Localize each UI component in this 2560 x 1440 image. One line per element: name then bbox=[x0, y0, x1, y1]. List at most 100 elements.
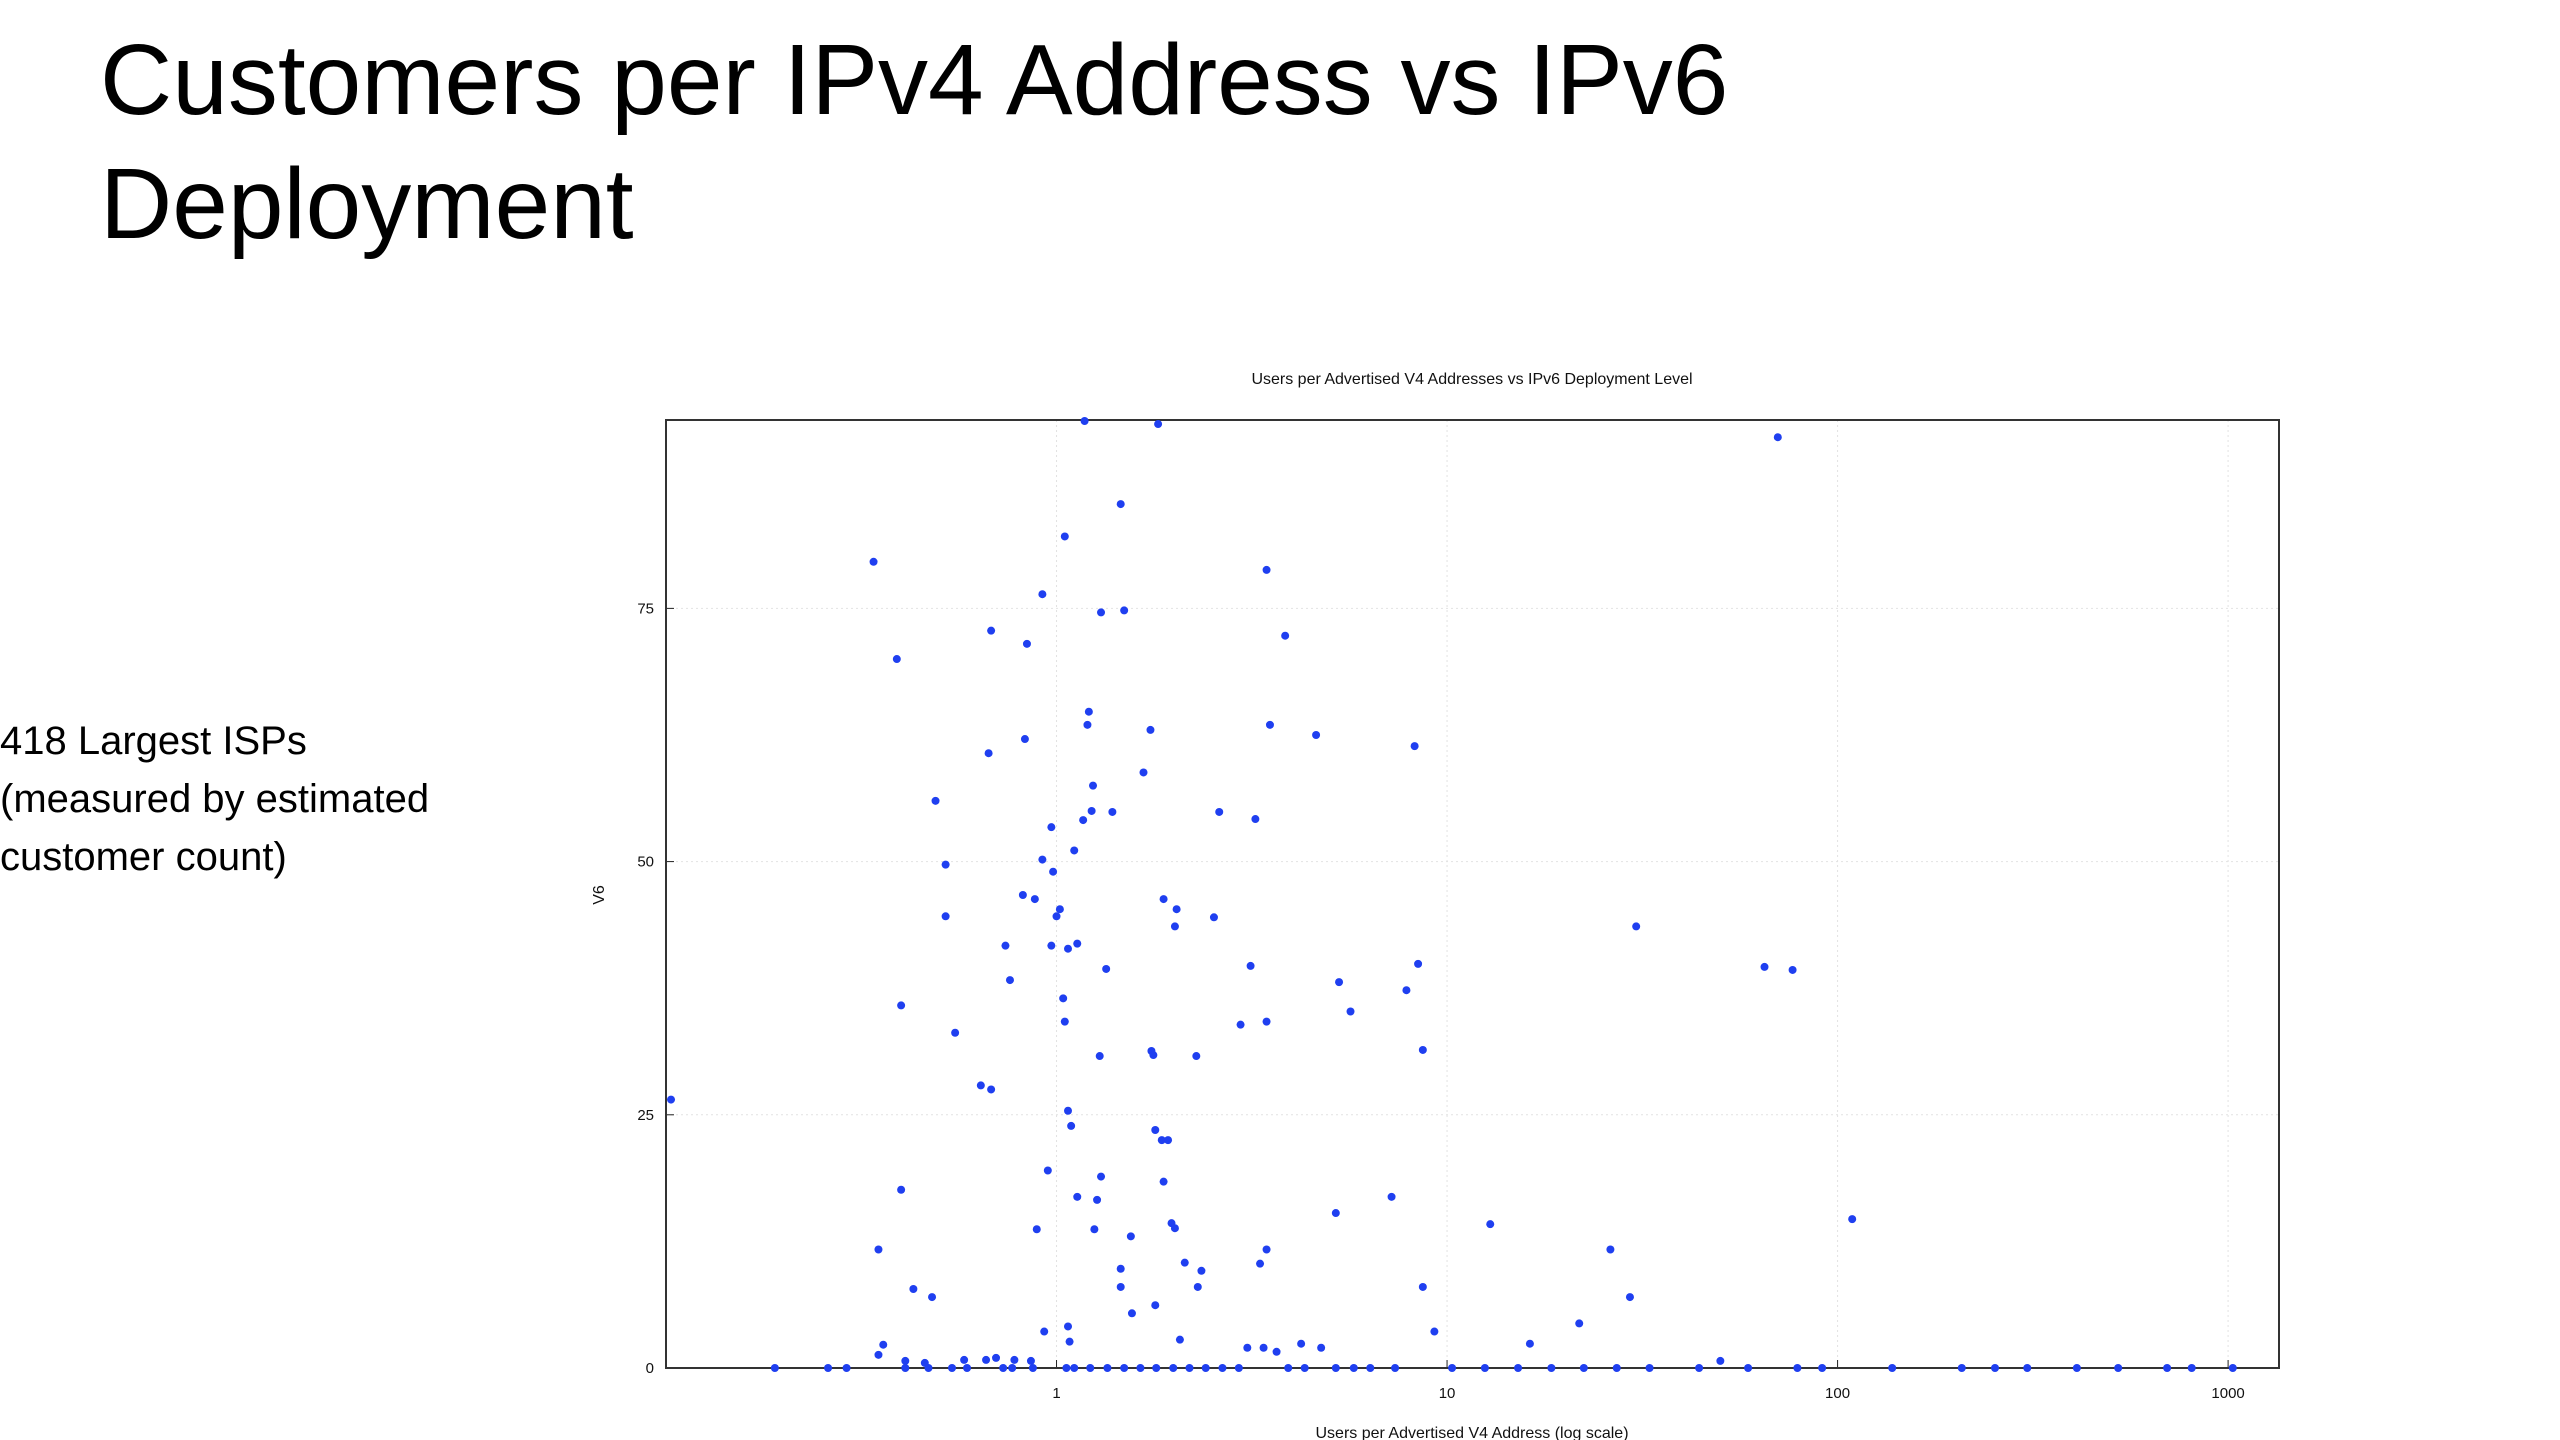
y-tick-label: 0 bbox=[646, 1360, 654, 1377]
scatter-point bbox=[879, 1340, 888, 1349]
scatter-point bbox=[874, 1245, 883, 1254]
scatter-point bbox=[1525, 1339, 1534, 1348]
scatter-point bbox=[1251, 815, 1260, 824]
scatter-point bbox=[1243, 1343, 1252, 1352]
scatter-point bbox=[1175, 1335, 1184, 1344]
scatter-point bbox=[1116, 500, 1125, 509]
note-line: (measured by estimated bbox=[0, 777, 430, 821]
scatter-point bbox=[941, 912, 950, 921]
scatter-point bbox=[960, 1355, 969, 1364]
scatter-point bbox=[1126, 1232, 1135, 1241]
x-tick-label: 1000 bbox=[2211, 1385, 2244, 1402]
y-tick-label: 25 bbox=[637, 1107, 654, 1124]
scatter-point bbox=[1010, 1355, 1019, 1364]
scatter-point bbox=[992, 1353, 1001, 1362]
scatter-point bbox=[1793, 1364, 1802, 1372]
x-tick-label: 1 bbox=[1052, 1385, 1060, 1402]
scatter-point bbox=[1040, 1327, 1049, 1336]
scatter-point bbox=[1430, 1327, 1439, 1336]
scatter-point bbox=[869, 557, 878, 566]
scatter-point bbox=[897, 1001, 906, 1010]
scatter-point bbox=[1157, 1136, 1166, 1145]
scatter-point bbox=[1387, 1192, 1396, 1201]
scatter-point bbox=[2072, 1364, 2081, 1372]
scatter-point bbox=[1514, 1364, 1523, 1372]
scatter-point bbox=[1065, 1337, 1074, 1346]
scatter-point bbox=[1300, 1364, 1309, 1372]
scatter-point bbox=[1055, 905, 1064, 914]
x-axis-label: Users per Advertised V4 Address (log sca… bbox=[1315, 1425, 1628, 1440]
scatter-point bbox=[1079, 816, 1088, 825]
scatter-point bbox=[1120, 1364, 1129, 1372]
scatter-point bbox=[1366, 1364, 1375, 1372]
scatter-point bbox=[963, 1364, 972, 1372]
scatter-point bbox=[1259, 1343, 1268, 1352]
scatter-point bbox=[1008, 1364, 1017, 1372]
scatter-point bbox=[1064, 1322, 1073, 1331]
scatter-point bbox=[1108, 807, 1117, 816]
scatter-point bbox=[874, 1350, 883, 1359]
scatter-point bbox=[1151, 1125, 1160, 1134]
scatter-point bbox=[1090, 1225, 1099, 1234]
scatter-point bbox=[1120, 606, 1129, 615]
scatter-point bbox=[1080, 417, 1089, 426]
scatter-point bbox=[1067, 1121, 1076, 1130]
scatter-point bbox=[1149, 1051, 1158, 1060]
scatter-point bbox=[1028, 1364, 1037, 1372]
scatter-point bbox=[1020, 735, 1029, 744]
scatter-point bbox=[1185, 1364, 1194, 1372]
scatter-point bbox=[1760, 962, 1769, 971]
scatter-point bbox=[1402, 986, 1411, 995]
scatter-point bbox=[1606, 1245, 1615, 1254]
scatter-point bbox=[1197, 1266, 1206, 1275]
scatter-point bbox=[1043, 1166, 1052, 1175]
scatter-point bbox=[1218, 1364, 1227, 1372]
scatter-point bbox=[909, 1285, 918, 1293]
scatter-point bbox=[1095, 1052, 1104, 1061]
scatter-point bbox=[1070, 1364, 1079, 1372]
scatter-point bbox=[1193, 1282, 1202, 1291]
scatter-point bbox=[1448, 1364, 1457, 1372]
y-tick-label: 50 bbox=[637, 854, 654, 871]
scatter-point bbox=[1234, 1364, 1243, 1372]
scatter-point bbox=[1349, 1364, 1358, 1372]
scatter-point bbox=[897, 1185, 906, 1194]
scatter-point bbox=[931, 796, 940, 805]
scatter-point bbox=[1154, 420, 1163, 429]
scatter-point bbox=[1209, 913, 1218, 922]
scatter-point bbox=[1146, 725, 1155, 734]
scatter-point bbox=[1159, 1177, 1168, 1186]
scatter-point bbox=[1716, 1356, 1725, 1365]
scatter-point bbox=[892, 655, 901, 664]
scatter-point bbox=[1256, 1259, 1265, 1268]
scatter-point bbox=[2163, 1364, 2172, 1372]
scatter-point bbox=[1060, 1017, 1069, 1026]
scatter-point bbox=[1001, 941, 1010, 950]
scatter-point bbox=[1180, 1258, 1189, 1267]
scatter-point bbox=[1103, 1364, 1112, 1372]
scatter-point bbox=[1136, 1364, 1145, 1372]
scatter-point bbox=[1215, 807, 1224, 816]
scatter-point bbox=[1089, 781, 1098, 790]
scatter-point bbox=[1480, 1364, 1489, 1372]
scatter-point bbox=[1284, 1364, 1293, 1372]
scatter-point bbox=[1418, 1282, 1427, 1291]
scatter-point bbox=[1172, 905, 1181, 914]
scatter-point bbox=[1331, 1364, 1340, 1372]
scatter-point bbox=[1018, 891, 1027, 900]
scatter-point bbox=[1052, 912, 1061, 921]
scatter-point bbox=[1236, 1020, 1245, 1029]
scatter-point bbox=[1262, 565, 1271, 574]
scatter-point bbox=[667, 1095, 676, 1104]
scatter-point bbox=[1059, 994, 1068, 1003]
scatter-point bbox=[2114, 1364, 2123, 1372]
scatter-point bbox=[1152, 1364, 1161, 1372]
scatter-point bbox=[1038, 855, 1047, 864]
scatter-point bbox=[1547, 1364, 1556, 1372]
scatter-point bbox=[1312, 730, 1321, 739]
scatter-point bbox=[1991, 1364, 2000, 1372]
scatter-point bbox=[1032, 1225, 1041, 1234]
scatter-point bbox=[2023, 1364, 2032, 1372]
scatter-point bbox=[1073, 939, 1082, 948]
